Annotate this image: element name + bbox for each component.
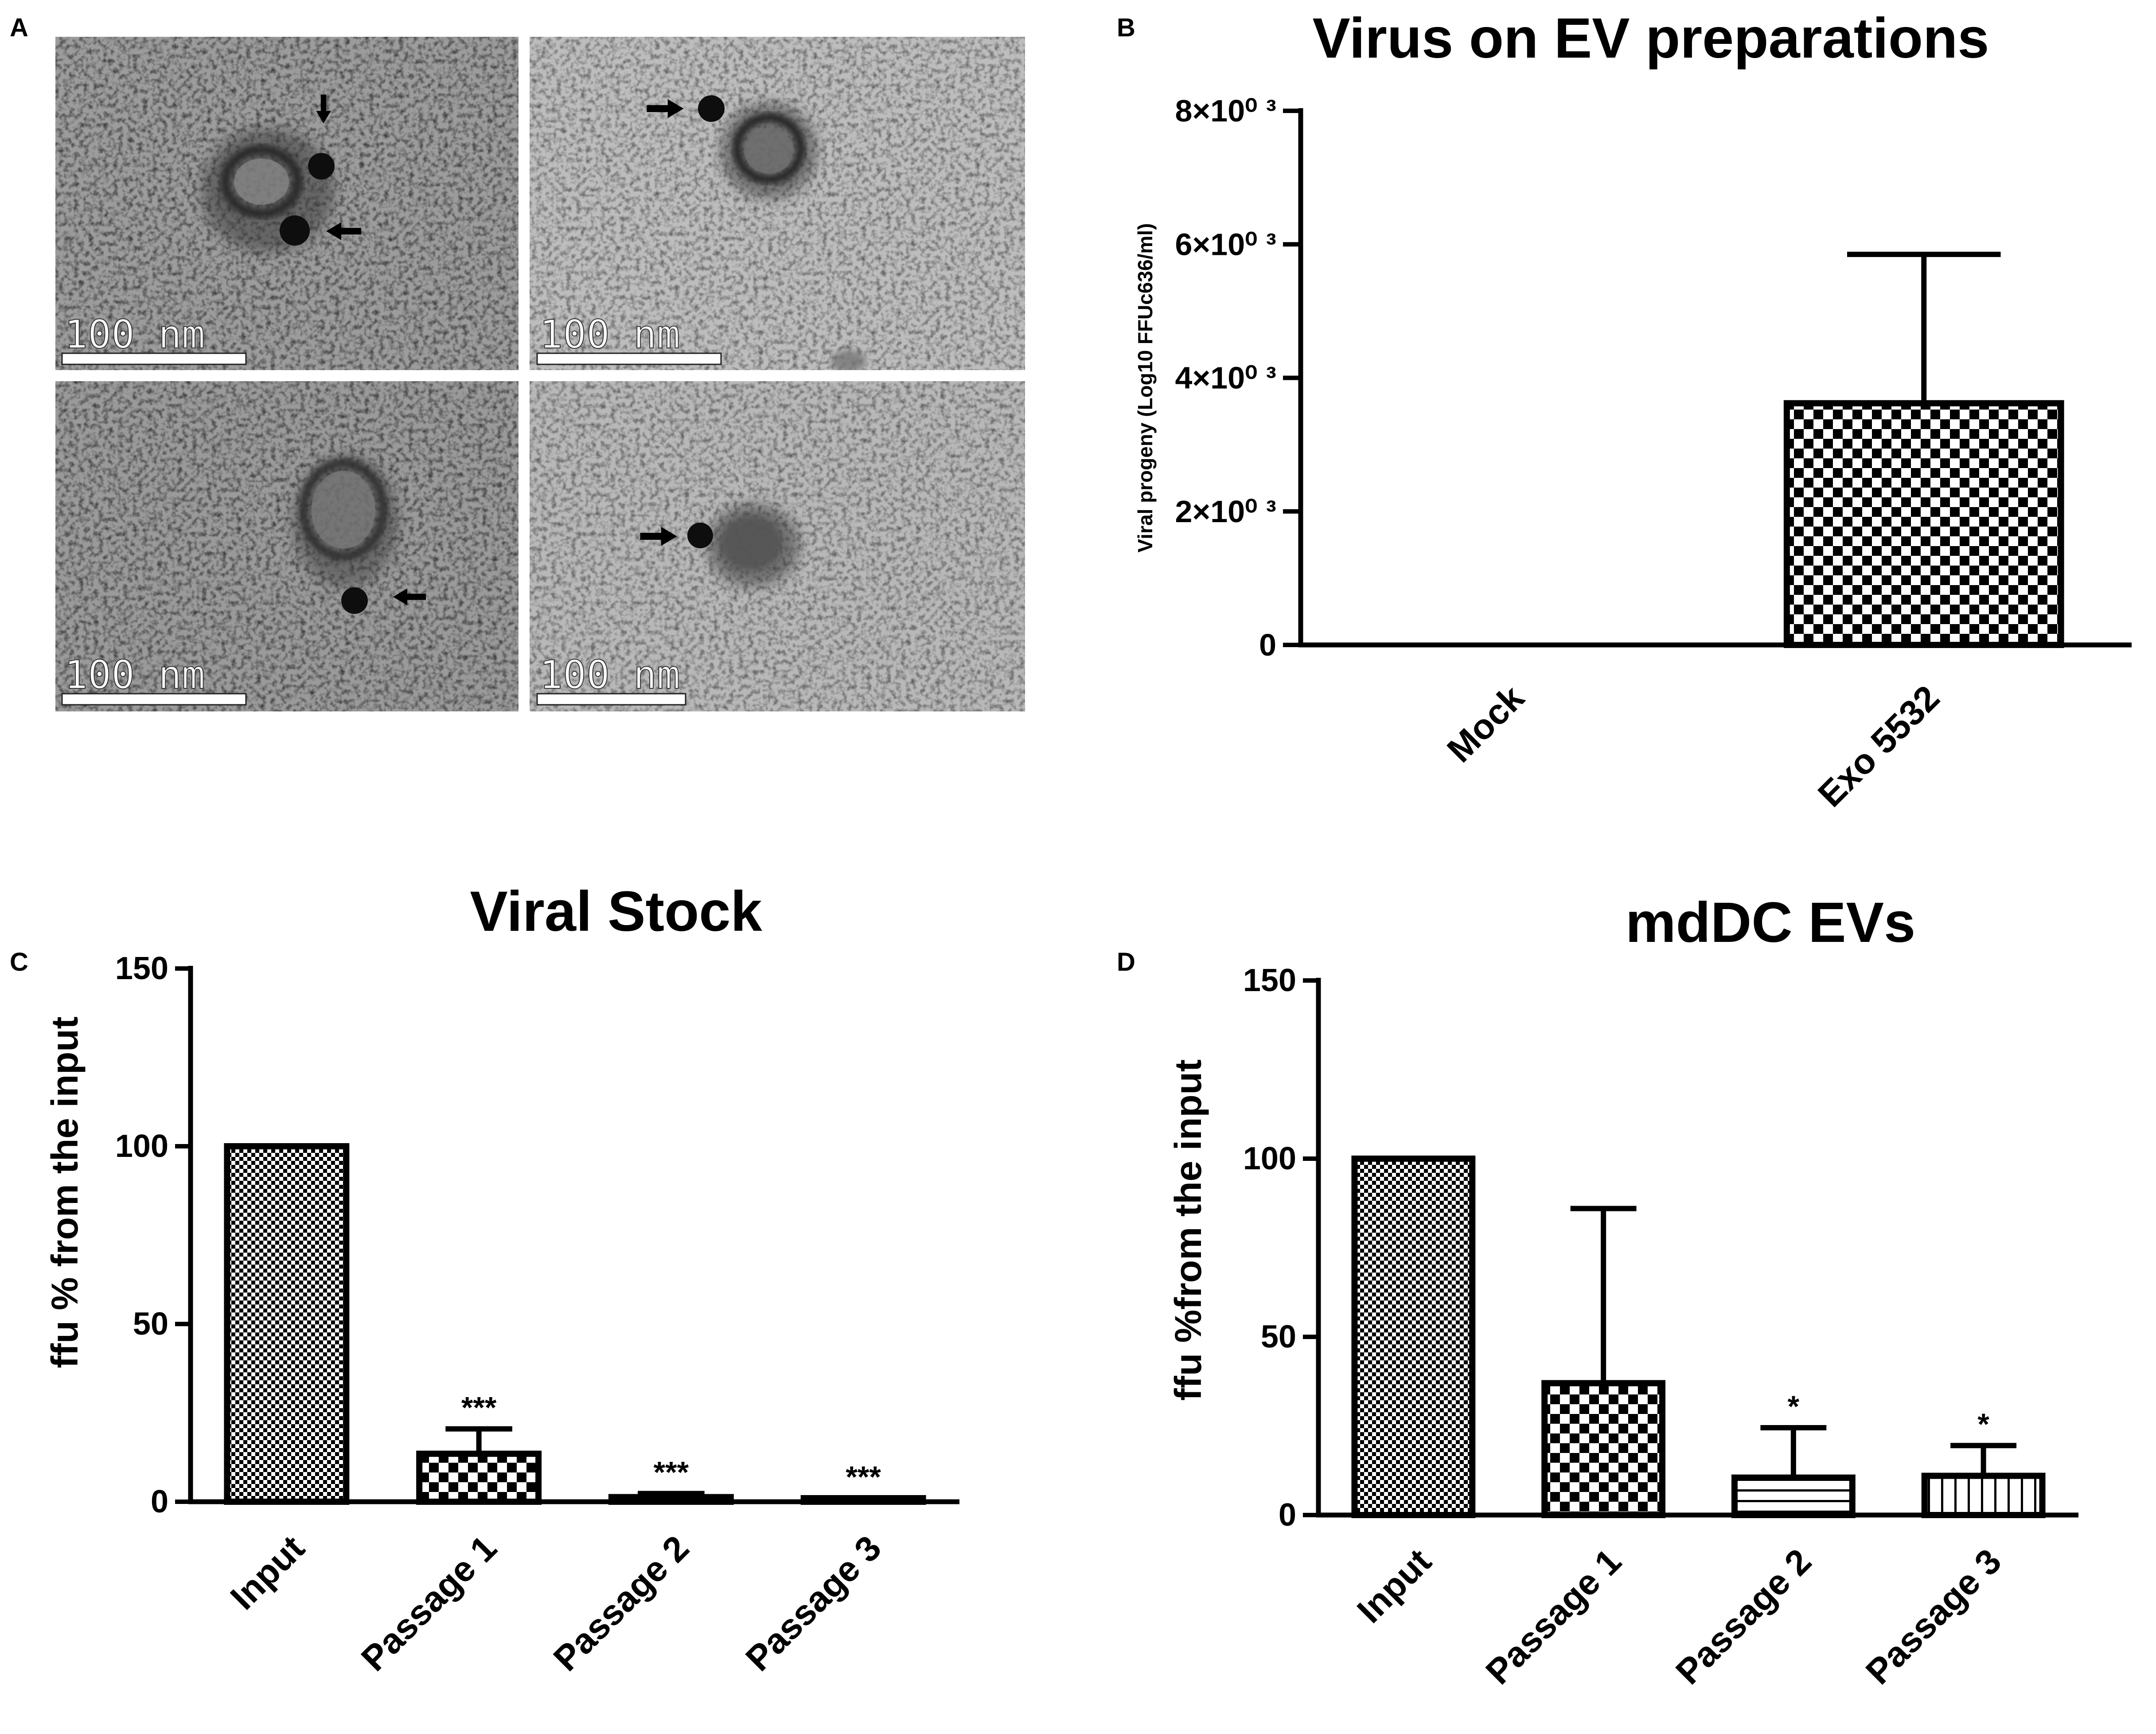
bar [416,1450,542,1505]
scale-bar-label: 100 nm [64,652,205,698]
scale-bar-label: 100 nm [539,312,680,357]
category-label: Passage 1 [1478,1541,1629,1692]
y-tick-label: 6×10⁰ ³ [1175,227,1277,262]
y-tick-label: 100 [115,1129,168,1164]
significance-marker: *** [846,1460,881,1494]
y-tick-label: 4×10⁰ ³ [1175,361,1277,395]
panel-label-c: C [10,948,28,976]
y-tick-label: 2×10⁰ ³ [1175,494,1277,529]
bar [1731,1474,1856,1519]
panel-label-b: B [1117,13,1135,42]
micrograph-top-right: 100 nm [530,37,1025,370]
micrograph-bottom-right: 100 nm [530,381,1025,711]
chart-title: Viral Stock [470,880,762,943]
panel-b: B Virus on EV preparations Viral progeny… [1117,7,2132,814]
y-axis-label: ffu % from the input [44,1016,86,1368]
y-tick-label: 150 [1243,963,1296,998]
y-tick-label: 150 [115,951,168,986]
scale-bar-label: 100 nm [64,312,205,357]
panel-c: C Viral Stock ffu % from the input 0 50 10… [10,880,959,1679]
y-tick-label: 0 [1279,1497,1296,1533]
bar [1783,400,2064,648]
panel-label-d: D [1117,948,1135,976]
bar [224,1143,350,1505]
chart-c-plot: 0 50 100 150 Input *** Passage 1 *** Passage 2 **… [115,951,959,1679]
panel-a: A 100 nm 100 nm [10,13,1025,711]
bar [1921,1472,2046,1519]
y-tick-label: 50 [1261,1319,1296,1355]
category-label: Mock [1439,678,1532,770]
category-label: Input [223,1528,312,1617]
chart-d-plot: 0 50 100 150 Input Passage 1 * Passage 2 * Passag… [1243,963,2078,1692]
scale-bar-label: 100 nm [539,652,680,698]
chart-title: mdDC EVs [1626,891,1915,954]
y-tick-label: 8×10⁰ ³ [1175,94,1277,128]
category-label: Passage 3 [1858,1541,2009,1692]
y-tick-label: 100 [1243,1141,1296,1176]
chart-b-plot: 0 2×10⁰ ³ 4×10⁰ ³ 6×10⁰ ³ 8×10⁰ ³ Mock Exo 553… [1175,94,2132,814]
y-tick-label: 0 [151,1484,168,1519]
significance-marker: *** [654,1456,689,1489]
significance-marker: * [1977,1407,1989,1441]
category-label: Passage 2 [1668,1541,1819,1692]
category-label: Passage 2 [546,1528,697,1679]
y-axis-label: Viral progeny (Log10 FFUc636/ml) [1134,223,1157,552]
chart-title: Virus on EV preparations [1313,7,1989,70]
category-label: Passage 1 [354,1528,504,1679]
y-axis-label: ffu %from the input [1167,1059,1209,1401]
micrograph-bottom-left: 100 nm [55,381,519,711]
y-tick-label: 0 [1259,628,1276,662]
panel-label-a: A [10,13,28,42]
category-label: Exo 5532 [1810,678,1947,814]
bar [1351,1156,1476,1518]
micrograph-top-left: 100 nm [55,37,519,370]
y-tick-label: 50 [133,1306,168,1342]
category-label: Input [1349,1541,1439,1630]
category-label: Passage 3 [738,1528,889,1679]
bar [1541,1380,1666,1519]
significance-marker: * [1788,1390,1800,1423]
significance-marker: *** [461,1391,497,1425]
panel-d: D mdDC EVs ffu %from the input 0 50 100 150… [1117,891,2078,1692]
